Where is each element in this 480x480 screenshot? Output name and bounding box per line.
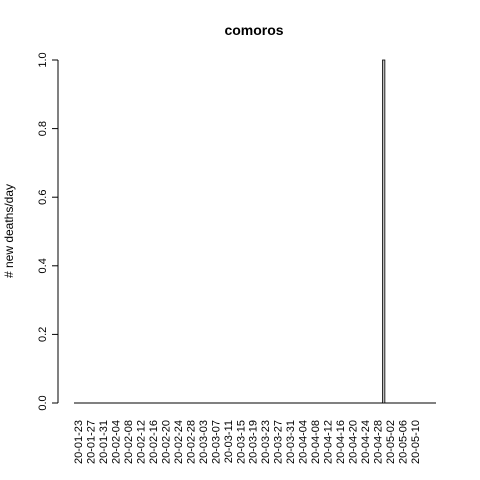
y-axis: 0.0 0.2 0.4 0.6 0.8 1.0 [37, 52, 58, 410]
x-tick-label: 20-03-19 [248, 420, 260, 464]
x-tick-label: 20-04-08 [310, 420, 322, 464]
x-tick-label: 20-03-27 [273, 420, 285, 464]
x-tick-label: 20-01-23 [73, 420, 85, 464]
y-tick-label: 0.8 [37, 121, 49, 136]
x-tick-label: 20-03-31 [285, 420, 297, 464]
x-tick-label: 20-02-20 [160, 420, 172, 464]
x-tick-label: 20-02-08 [123, 420, 135, 464]
bar [383, 60, 385, 403]
x-tick-label: 20-02-16 [148, 420, 160, 464]
x-tick-label: 20-05-02 [385, 420, 397, 464]
y-tick-label: 0.2 [37, 327, 49, 342]
x-tick-label: 20-03-15 [235, 420, 247, 464]
bars-group [383, 60, 385, 403]
y-tick-label: 1.0 [37, 52, 49, 67]
y-tick-label: 0.6 [37, 190, 49, 205]
x-tick-label: 20-01-27 [86, 420, 98, 464]
x-tick-label: 20-04-12 [323, 420, 335, 464]
y-tick-label: 0.4 [37, 258, 49, 273]
x-tick-label: 20-04-24 [360, 420, 372, 464]
x-tick-label: 20-02-04 [111, 420, 123, 464]
x-tick-label: 20-04-16 [335, 420, 347, 464]
x-tick-label: 20-03-11 [223, 420, 235, 463]
x-tick-label: 20-02-24 [173, 420, 185, 464]
x-tick-label: 20-02-28 [185, 420, 197, 464]
x-axis: 20-01-23 20-01-27 20-01-31 20-02-04 20-02-08… [73, 403, 436, 464]
x-tick-label: 20-04-04 [298, 420, 310, 464]
x-tick-label: 20-03-03 [198, 420, 210, 464]
x-tick-label: 20-04-20 [348, 420, 360, 464]
chart-title: comoros [224, 22, 283, 38]
x-tick-label: 20-03-23 [260, 420, 272, 464]
x-tick-label: 20-01-31 [98, 420, 110, 464]
x-tick-label: 20-04-28 [372, 420, 384, 464]
x-tick-label: 20-02-12 [135, 420, 147, 464]
x-tick-label: 20-05-06 [397, 420, 409, 464]
y-tick-label: 0.0 [37, 395, 49, 410]
x-tick-label: 20-03-07 [210, 420, 222, 464]
y-axis-label: # new deaths/day [2, 184, 16, 278]
x-tick-label: 20-05-10 [410, 420, 422, 464]
